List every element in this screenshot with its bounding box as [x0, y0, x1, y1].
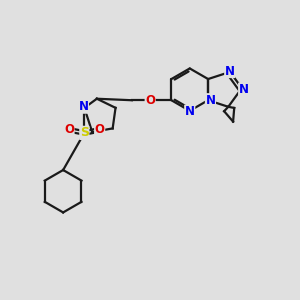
Text: O: O [145, 94, 155, 107]
Text: N: N [79, 100, 88, 113]
Text: O: O [95, 123, 105, 136]
Text: O: O [64, 123, 74, 136]
Text: N: N [225, 64, 235, 77]
Text: N: N [185, 105, 195, 118]
Text: N: N [206, 94, 215, 107]
Text: S: S [80, 126, 89, 140]
Text: N: N [239, 83, 249, 96]
